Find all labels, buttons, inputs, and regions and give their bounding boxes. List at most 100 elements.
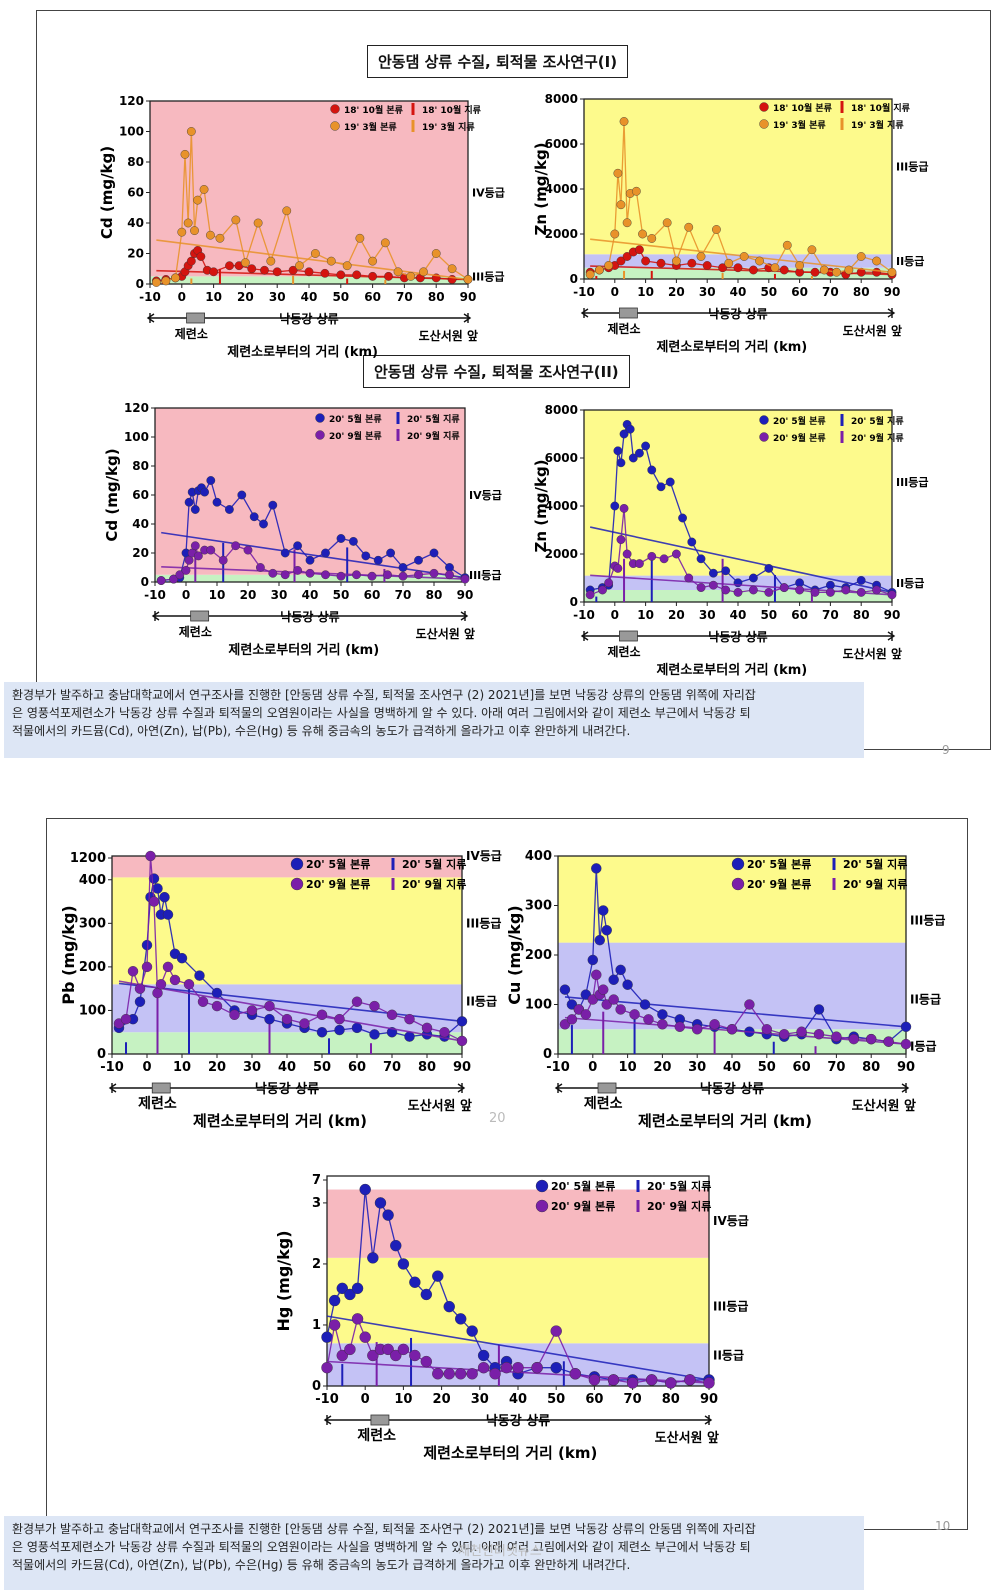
trend-line (564, 996, 907, 1028)
data-point (177, 227, 187, 237)
y-axis-label: Cu (mg/kg) (505, 905, 524, 1004)
x-tick-label: 0 (611, 608, 619, 622)
x-tick-label: 70 (827, 1060, 845, 1075)
x-tick-label: 80 (418, 1060, 436, 1075)
legend-label: 20' 9월 본류 (747, 877, 811, 891)
x-tick-label: 70 (624, 1392, 642, 1407)
x-tick-label: 20 (433, 1392, 451, 1407)
data-point (531, 1361, 543, 1374)
legend-marker (330, 121, 340, 131)
y-tick-label: 7 (312, 1173, 321, 1188)
data-point (429, 568, 439, 578)
data-point (463, 275, 473, 284)
end-label: 도산서원 앞 (408, 1098, 472, 1114)
caption-line: 적물에서의 카드뮴(Cd), 아연(Zn), 납(Pb), 수은(Hg) 등 유… (12, 724, 631, 738)
smelter-marker (186, 312, 205, 324)
data-point (355, 233, 365, 243)
y-tick-label: 8000 (545, 403, 578, 417)
data-point (619, 504, 629, 513)
data-point (145, 850, 156, 862)
x-tick-label: 70 (822, 608, 839, 622)
legend-marker (636, 1200, 640, 1212)
y-tick-label: 4000 (545, 499, 578, 513)
x-tick-label: 20 (208, 1060, 226, 1075)
data-point (359, 1183, 371, 1196)
x-tick-label: 30 (471, 1392, 489, 1407)
data-point (180, 149, 190, 159)
data-point (351, 996, 363, 1007)
data-point (186, 256, 196, 266)
data-point (825, 587, 835, 597)
legend-label: 20' 9월 지류 (647, 1199, 711, 1213)
y-tick-label: 6000 (545, 451, 578, 465)
caption-page-10: 환경부가 발주하고 충남대학교에서 연구조사를 진행한 [안동댐 상류 수질, … (4, 1516, 864, 1590)
data-point (872, 585, 881, 595)
data-point (368, 271, 377, 281)
x-tick-label: 40 (278, 1060, 296, 1075)
grade-label: I등급 (910, 1040, 937, 1054)
y-tick-label: 1200 (70, 851, 106, 866)
data-point (708, 568, 718, 578)
data-point (148, 896, 160, 907)
trend-line (161, 531, 466, 579)
data-point (321, 570, 330, 580)
data-point (432, 1270, 444, 1282)
y-tick-label: 60 (127, 186, 144, 200)
x-tick-label: 60 (791, 285, 808, 299)
grade-band (150, 276, 468, 284)
data-point (299, 1018, 310, 1029)
data-point (419, 267, 428, 277)
data-point (383, 570, 392, 580)
grade-label: III등급 (472, 270, 505, 283)
y-tick-label: 8000 (545, 92, 578, 106)
data-point (721, 585, 731, 595)
y-axis-label: Zn (mg/kg) (532, 459, 550, 552)
data-point (635, 448, 644, 458)
data-point (709, 1019, 720, 1030)
legend-label: 19' 3월 본류 (344, 121, 397, 133)
data-point (336, 270, 346, 280)
data-point (249, 512, 259, 522)
x-tick-label: 20 (237, 290, 254, 304)
x-tick-label: 40 (730, 608, 747, 622)
data-point (744, 999, 755, 1010)
data-point (641, 441, 651, 451)
data-point (264, 1013, 275, 1025)
data-point (748, 265, 758, 275)
data-point (351, 1313, 364, 1325)
x-axis-label: 제련소로부터의 거리 (km) (638, 1112, 812, 1130)
grade-band (112, 856, 462, 878)
y-axis-label: Pb (mg/kg) (59, 905, 78, 1004)
data-point (231, 215, 241, 225)
data-point (848, 1033, 859, 1045)
data-point (194, 970, 205, 981)
x-tick-label: 90 (460, 290, 477, 304)
y-tick-label: 300 (79, 916, 106, 931)
data-point (696, 583, 706, 593)
y-tick-label: 2 (312, 1257, 321, 1272)
data-point (268, 568, 278, 578)
data-point (367, 571, 377, 581)
data-point (813, 1028, 825, 1040)
data-point (559, 984, 571, 995)
x-tick-label: 90 (897, 1060, 915, 1075)
data-point (264, 1000, 275, 1012)
data-point (856, 267, 866, 277)
data-point (598, 984, 609, 995)
data-point (134, 983, 146, 994)
data-point (120, 1013, 132, 1025)
data-point (255, 563, 265, 572)
data-point (367, 1349, 379, 1362)
data-point (598, 585, 607, 595)
data-point (352, 570, 361, 580)
data-point (328, 1319, 341, 1331)
data-point (369, 1029, 380, 1040)
arrow-right-icon (704, 1415, 713, 1425)
x-tick-label: 90 (884, 608, 901, 622)
legend-marker (832, 878, 836, 890)
data-point (280, 570, 290, 580)
data-point (761, 1024, 772, 1035)
data-point (351, 1282, 364, 1295)
